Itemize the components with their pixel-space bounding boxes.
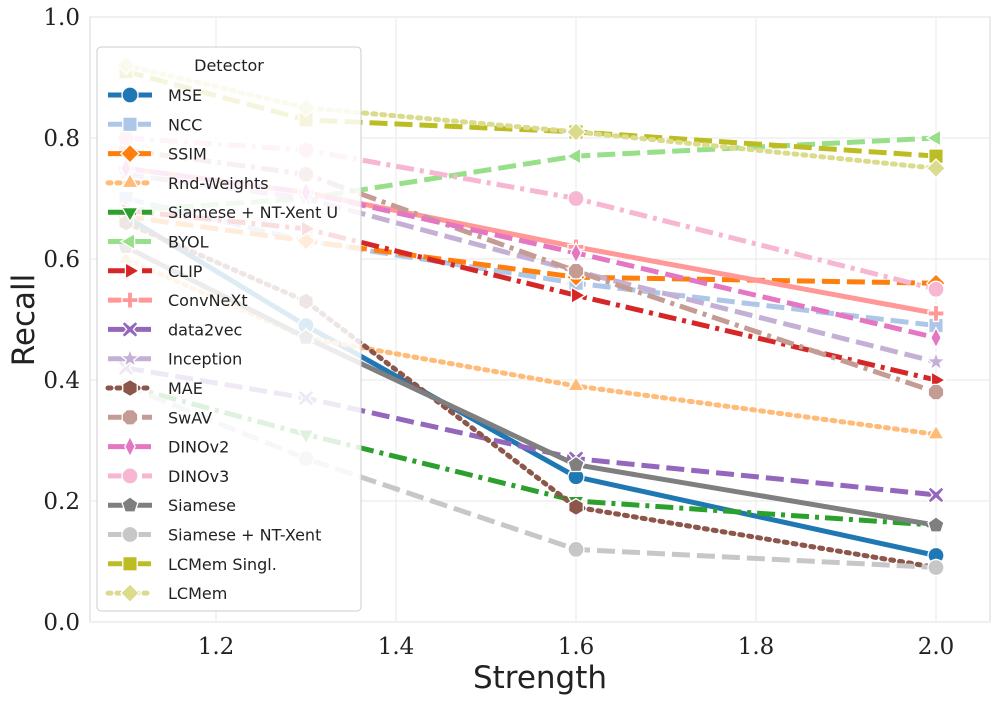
- legend-label: LCMem: [168, 584, 227, 603]
- data-point-siamese: [567, 455, 585, 473]
- legend-label: SwAV: [168, 408, 212, 427]
- legend-marker: [121, 525, 139, 544]
- legend-item-inception: Inception: [108, 347, 242, 369]
- data-point-clip: [570, 286, 587, 305]
- legend-marker: [121, 467, 139, 485]
- y-tick-label: 0.6: [43, 247, 80, 273]
- legend-item-siamese-nt-xent: Siamese + NT-Xent: [108, 526, 321, 545]
- legend-item-ssim: SSIM: [108, 143, 207, 164]
- data-point-lcmem: [925, 158, 947, 179]
- legend-item-rnd-weights: Rnd-Weights: [105, 172, 269, 193]
- legend-label: DINOv3: [168, 467, 229, 486]
- data-point-dinov2: [570, 241, 582, 265]
- legend-marker: [121, 86, 139, 104]
- y-tick-label: 0.4: [43, 368, 80, 394]
- data-point-dinov3: [927, 280, 945, 298]
- legend-title: Detector: [194, 56, 264, 75]
- series-line-clip: [125, 208, 937, 383]
- y-axis-label: Recall: [6, 274, 42, 367]
- legend-label: ConvNeXt: [168, 291, 248, 310]
- series-line-swav: [125, 147, 937, 395]
- legend-marker: [119, 582, 141, 604]
- legend-marker: [121, 408, 139, 426]
- x-tick-label: 1.6: [558, 634, 595, 660]
- data-point-inception: [925, 350, 947, 372]
- legend-label: Inception: [168, 350, 242, 369]
- legend-marker: [121, 495, 139, 513]
- data-point-rnd-weights: [566, 375, 586, 392]
- data-point-rnd-weights: [926, 423, 946, 440]
- legend-marker: [122, 378, 138, 398]
- legend-label: Siamese + NT-Xent: [168, 526, 321, 545]
- legend-label: SSIM: [168, 145, 207, 164]
- y-tick-label: 0.8: [43, 126, 80, 152]
- legend-label: BYOL: [168, 233, 209, 252]
- data-point-dinov3: [567, 189, 585, 208]
- legend-item-lcmem-singl: LCMem Singl.: [108, 555, 277, 574]
- legend-item-byol: BYOL: [108, 232, 209, 252]
- data-point-byol: [925, 128, 942, 148]
- legend-label: DINOv2: [168, 438, 229, 457]
- data-point-swav: [927, 383, 945, 401]
- legend-item-mse: MSE: [108, 86, 202, 105]
- legend-item-swav: SwAV: [108, 408, 212, 427]
- legend-marker: [119, 347, 141, 368]
- tick-labels: 0.0 0.2 0.4 0.6 0.8 1.0 1.2 1.4 1.6 1.8 2.0: [43, 5, 954, 660]
- y-tick-label: 0.2: [43, 489, 80, 515]
- data-point-data2vec: [927, 486, 945, 504]
- y-tick-label: 0.0: [43, 610, 80, 636]
- legend-frame: [96, 46, 362, 612]
- data-point-siamese: [927, 515, 945, 533]
- legend-marker: [124, 261, 141, 280]
- legend-marker: [122, 116, 138, 133]
- legend-marker: [124, 435, 136, 459]
- legend-label: MSE: [168, 86, 202, 105]
- data-point-siamese-nt-xent: [567, 540, 585, 559]
- legend-item-lcmem: LCMem: [105, 582, 227, 604]
- legend-item-dinov2: DINOv2: [108, 435, 229, 459]
- legend-items: MSE NCC SSIM Rnd-Weights Siamese + NT-Xent U…: [105, 86, 338, 604]
- legend-item-dinov3: DINOv3: [108, 467, 229, 486]
- legend-label: Rnd-Weights: [168, 174, 269, 193]
- legend-marker: [122, 555, 138, 572]
- legend-marker: [120, 172, 140, 189]
- legend-item-data2vec: data2vec: [108, 320, 242, 339]
- x-tick-label: 1.4: [378, 634, 415, 660]
- legend-label: MAE: [168, 379, 203, 398]
- legend-item-siamese-nt-xent-u: Siamese + NT-Xent U: [108, 203, 338, 223]
- legend-item-convnext: ConvNeXt: [108, 291, 248, 310]
- legend-item-ncc: NCC: [108, 115, 202, 134]
- legend-label: Siamese: [168, 496, 236, 515]
- legend-label: LCMem Singl.: [168, 555, 277, 574]
- data-point-lcmem: [565, 121, 587, 143]
- legend: Detector MSE NCC SSIM Rnd-Weights Siamese + …: [96, 46, 362, 612]
- legend-item-mae: MAE: [105, 378, 203, 398]
- x-tick-label: 2.0: [918, 634, 955, 660]
- data-point-mae: [568, 497, 584, 517]
- series-line-lcmem-singl: [125, 68, 937, 159]
- legend-marker: [119, 232, 136, 251]
- series-line-siamese-nt-xent: [125, 383, 937, 570]
- legend-label: NCC: [168, 115, 202, 134]
- x-tick-label: 1.2: [198, 634, 235, 660]
- legend-marker: [119, 143, 141, 164]
- legend-marker: [120, 206, 140, 223]
- data-point-siamese-nt-xent: [927, 558, 945, 577]
- x-axis-label: Strength: [473, 660, 607, 696]
- legend-marker: [121, 291, 139, 309]
- legend-label: data2vec: [168, 320, 242, 339]
- data-point-byol: [565, 147, 582, 166]
- x-tick-label: 1.8: [738, 634, 775, 660]
- legend-item-siamese: Siamese: [108, 495, 236, 515]
- legend-item-clip: CLIP: [108, 261, 203, 281]
- y-tick-label: 1.0: [43, 5, 80, 31]
- data-point-convnext: [927, 304, 945, 323]
- legend-label: Siamese + NT-Xent U: [168, 203, 338, 222]
- series-line-dinov3: [125, 135, 937, 292]
- data-point-dinov2: [930, 326, 942, 350]
- legend-label: CLIP: [168, 262, 203, 281]
- legend-marker: [121, 320, 139, 339]
- data-point-swav: [567, 262, 585, 280]
